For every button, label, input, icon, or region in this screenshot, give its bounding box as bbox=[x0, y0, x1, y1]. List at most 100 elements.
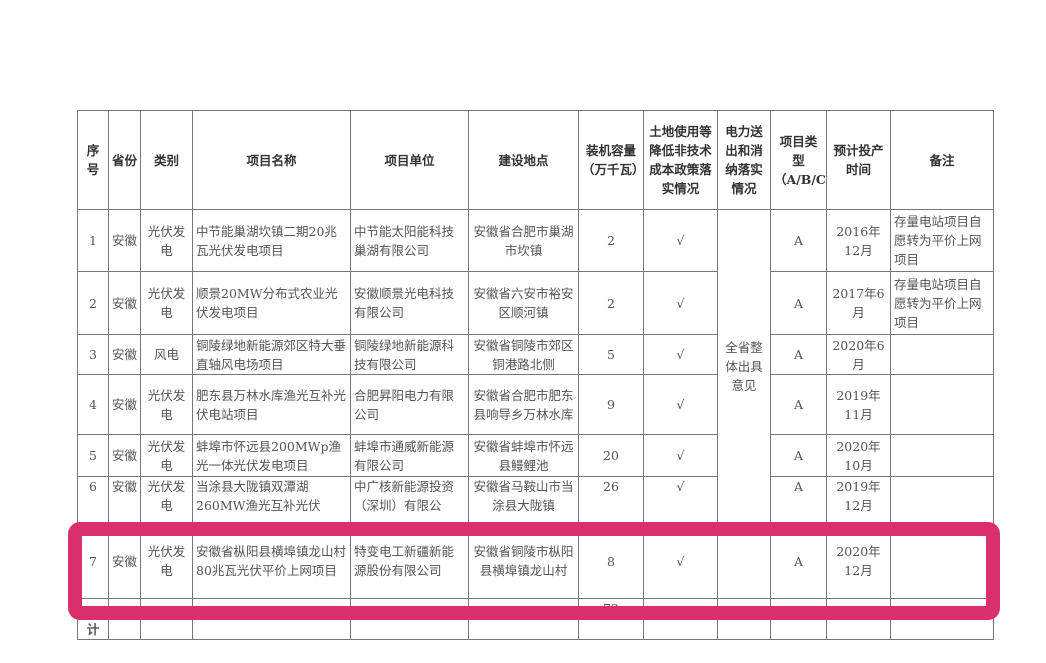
cell-text: 2016年12月 bbox=[836, 223, 881, 258]
cell-text: √ bbox=[676, 553, 685, 569]
table-row: 1 安徽 光伏发电 中节能巢湖坎镇二期20兆瓦光伏发电项目 中节能太阳能科技巢湖有限公司… bbox=[77, 209, 994, 524]
cell-capacity: 9 bbox=[578, 374, 644, 435]
cell-ptype: A bbox=[770, 374, 827, 435]
cell-note bbox=[890, 476, 994, 524]
cell-text: 安徽 bbox=[112, 553, 138, 569]
cell-province: 安徽 bbox=[108, 271, 141, 335]
cell-text: 2020年10月 bbox=[836, 438, 881, 473]
cell-no: 7 bbox=[77, 523, 109, 599]
column-header: 类别 bbox=[140, 110, 193, 210]
cell-unit: 中节能太阳能科技巢湖有限公司 bbox=[350, 209, 469, 272]
cell-text: 铜陵绿地新能源科技有限公司 bbox=[354, 337, 455, 372]
cell-text: 安徽省铜陵市枞阳县横埠镇龙山村 bbox=[473, 544, 574, 578]
cell-text: 2019年12月 bbox=[836, 479, 881, 513]
table-row: 6 安徽 光伏发电 当涂县大陇镇双潭湖260MW渔光互补光伏 中广核新能源投资（深圳）有… bbox=[77, 476, 994, 524]
column-header: 电力送出和消纳落实情况 bbox=[717, 110, 771, 210]
cell-text: 光伏发电 bbox=[147, 479, 186, 513]
cell-capacity: 8 bbox=[578, 523, 644, 599]
cell-text: 当涂县大陇镇双潭湖260MW渔光互补光伏 bbox=[196, 479, 321, 513]
cell-text: 安徽省六安市裕安区顺河镇 bbox=[473, 286, 574, 320]
cell-text: 9 bbox=[607, 397, 615, 412]
cell-text: 2 bbox=[607, 233, 615, 248]
cell-text: 安徽 bbox=[112, 233, 138, 248]
cell-capacity: 26 bbox=[578, 476, 644, 524]
cell-land: √ bbox=[643, 523, 718, 599]
total-cell bbox=[643, 598, 718, 640]
cell-text: A bbox=[793, 553, 804, 569]
column-header: 土地使用等降低非技术成本政策落实情况 bbox=[643, 110, 718, 210]
total-row: 计 72 bbox=[77, 598, 994, 640]
cell-text: 安徽 bbox=[112, 448, 138, 463]
cell-land: √ bbox=[643, 334, 718, 375]
cell-unit: 合肥昇阳电力有限公司 bbox=[350, 374, 469, 435]
cell-text: √ bbox=[676, 233, 685, 248]
cell-text: 6 bbox=[89, 479, 97, 494]
cell-type: 光伏发电 bbox=[140, 374, 193, 435]
cell-date: 2019年11月 bbox=[826, 374, 891, 435]
cell-ptype: A bbox=[770, 523, 827, 599]
cell-location: 安徽省蚌埠市怀远县鳗鲤池 bbox=[468, 434, 579, 477]
cell-text: A bbox=[793, 479, 804, 494]
cell-name: 铜陵绿地新能源郊区特大垂直轴风电场项目 bbox=[192, 334, 351, 375]
cell-text: 铜陵绿地新能源郊区特大垂直轴风电场项目 bbox=[196, 337, 347, 372]
total-cell bbox=[108, 598, 141, 640]
cell-text: 肥东县万林水库渔光互补光伏电站项目 bbox=[196, 387, 347, 422]
cell-text: √ bbox=[676, 479, 685, 494]
cell-text: A bbox=[793, 397, 804, 412]
cell-text: 安徽顺景光电科技有限公司 bbox=[354, 286, 455, 320]
cell-date: 2020年6月 bbox=[826, 334, 891, 375]
cell-text: 2 bbox=[89, 295, 97, 311]
cell-text: 风电 bbox=[153, 347, 179, 362]
cell-text: 安徽省铜陵市郊区铜港路北侧 bbox=[473, 337, 574, 372]
cell-location: 安徽省铜陵市枞阳县横埠镇龙山村 bbox=[468, 523, 579, 599]
cell-note bbox=[890, 434, 994, 477]
cell-text: A bbox=[793, 347, 804, 362]
cell-land: √ bbox=[643, 209, 718, 272]
cell-text: 光伏发电 bbox=[147, 544, 186, 578]
cell-name: 安徽省枞阳县横埠镇龙山村80兆瓦光伏平价上网项目 bbox=[192, 523, 351, 599]
cell-text: 光伏发电 bbox=[147, 438, 186, 473]
cell-text: 中节能巢湖坎镇二期20兆瓦光伏发电项目 bbox=[196, 223, 337, 258]
cell-note: 存量电站项目自愿转为平价上网项目 bbox=[890, 209, 994, 272]
cell-type: 光伏发电 bbox=[140, 523, 193, 599]
cell-name: 蚌埠市怀远县200MWp渔光一体光伏发电项目 bbox=[192, 434, 351, 477]
cell-province: 安徽 bbox=[108, 374, 141, 435]
cell-text: √ bbox=[676, 397, 685, 412]
cell-text: √ bbox=[676, 448, 685, 463]
cell-text: 1 bbox=[89, 233, 97, 248]
cell-location: 安徽省六安市裕安区顺河镇 bbox=[468, 271, 579, 335]
power-note-cell: 全省整体出具意见 bbox=[717, 209, 771, 524]
cell-unit: 特变电工新疆新能源股份有限公司 bbox=[350, 523, 469, 599]
cell-text: A bbox=[793, 448, 804, 463]
cell-text: 26 bbox=[603, 479, 619, 494]
cell-text: 3 bbox=[89, 347, 97, 362]
table-row: 7 安徽 光伏发电 安徽省枞阳县横埠镇龙山村80兆瓦光伏平价上网项目 特变电工新疆新能源… bbox=[77, 523, 994, 599]
cell-text: 2017年6月 bbox=[832, 286, 885, 320]
cell-no: 2 bbox=[77, 271, 109, 335]
cell-text: 2 bbox=[607, 295, 615, 311]
total-cell bbox=[826, 598, 891, 640]
cell-date: 2020年10月 bbox=[826, 434, 891, 477]
cell-land: √ bbox=[643, 476, 718, 524]
cell-type: 光伏发电 bbox=[140, 271, 193, 335]
cell-no: 3 bbox=[77, 334, 109, 375]
cell-type: 光伏发电 bbox=[140, 434, 193, 477]
cell-text: 安徽省马鞍山市当涂县大陇镇 bbox=[473, 479, 574, 513]
cell-province: 安徽 bbox=[108, 523, 141, 599]
cell-text: 2020年12月 bbox=[836, 544, 881, 578]
cell-text: 安徽省合肥市巢湖市坎镇 bbox=[473, 223, 574, 258]
total-cell bbox=[770, 598, 827, 640]
cell-unit: 中广核新能源投资（深圳）有限公 bbox=[350, 476, 469, 524]
cell-ptype: A bbox=[770, 434, 827, 477]
cell-name: 中节能巢湖坎镇二期20兆瓦光伏发电项目 bbox=[192, 209, 351, 272]
column-header: 预计投产时间 bbox=[826, 110, 891, 210]
cell-no: 4 bbox=[77, 374, 109, 435]
cell-land: √ bbox=[643, 374, 718, 435]
column-header: 装机容量（万千瓦） bbox=[578, 110, 644, 210]
total-cell bbox=[468, 598, 579, 640]
cell-text: 安徽 bbox=[112, 295, 138, 311]
total-cell bbox=[717, 598, 771, 640]
total-cell bbox=[140, 598, 193, 640]
cell-capacity: 5 bbox=[578, 334, 644, 375]
cell-land: √ bbox=[643, 434, 718, 477]
